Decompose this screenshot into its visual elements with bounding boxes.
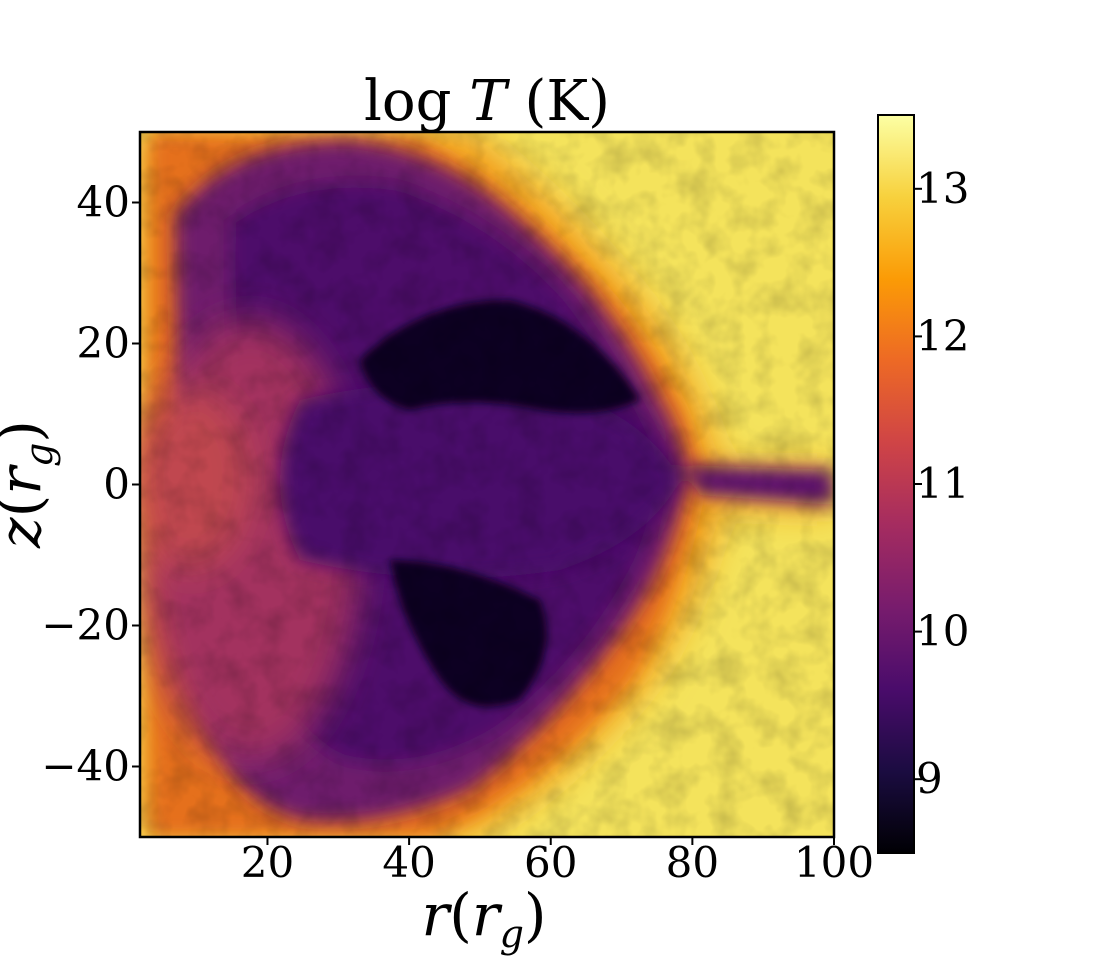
y-tick-label: −20 <box>41 601 130 650</box>
x-axis: 20 40 60 80 100 <box>241 837 874 887</box>
y-tick-label: −40 <box>41 742 130 791</box>
heatmap-image <box>140 132 834 837</box>
y-tick-label: 20 <box>77 319 130 368</box>
x-tick-label: 60 <box>524 838 577 887</box>
y-tick-label: 40 <box>77 178 130 227</box>
ylabel-base: r <box>0 464 54 495</box>
ylabel-open: ( <box>0 495 54 518</box>
colorbar-ticks: 13 12 11 10 9 <box>914 164 969 803</box>
chart-title: log T (K) <box>364 69 610 134</box>
xlabel-var: r <box>421 881 452 949</box>
title-func: log <box>364 69 451 134</box>
x-axis-title: r(rg) <box>421 881 546 956</box>
title-unit: (K) <box>524 69 610 134</box>
y-tick-label: 0 <box>103 460 130 509</box>
ylabel-close: ) <box>0 420 54 443</box>
x-tick-label: 40 <box>382 838 435 887</box>
xlabel-open: ( <box>449 881 472 949</box>
colorbar-gradient <box>877 114 915 854</box>
turbulence-texture <box>140 132 834 837</box>
xlabel-close: ) <box>524 881 547 949</box>
xlabel-base: r <box>472 881 503 949</box>
y-axis-title: z(rg) <box>0 420 61 549</box>
colorbar-tick-label: 11 <box>916 459 969 508</box>
x-tick-label: 20 <box>241 838 294 887</box>
colorbar: 13 12 11 10 9 <box>877 114 969 854</box>
colorbar-tick-label: 9 <box>916 754 943 803</box>
y-axis: 40 20 0 −20 −40 <box>41 178 140 791</box>
ylabel-var: z <box>0 517 54 549</box>
x-tick-label: 100 <box>794 838 874 887</box>
ylabel-sub: g <box>17 443 61 467</box>
colorbar-tick-label: 12 <box>916 311 969 360</box>
colorbar-tick-label: 10 <box>916 607 969 656</box>
x-tick-label: 80 <box>666 838 719 887</box>
xlabel-sub: g <box>500 912 524 956</box>
colorbar-tick-label: 13 <box>916 164 969 213</box>
title-var: T <box>469 69 510 134</box>
